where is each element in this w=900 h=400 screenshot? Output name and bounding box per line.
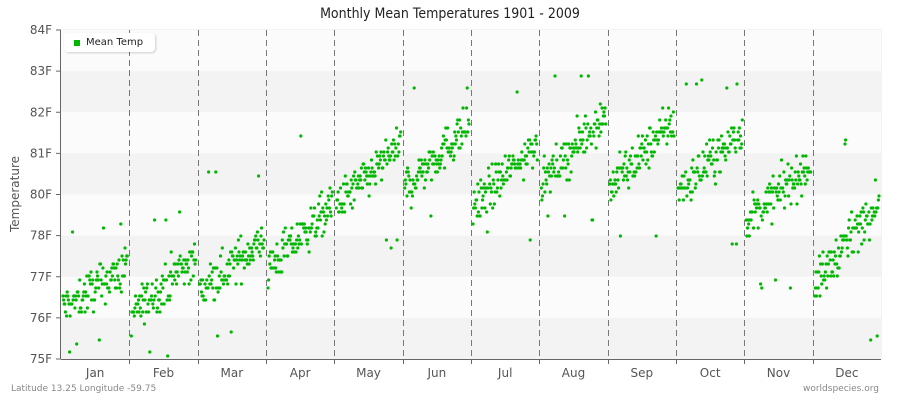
y-tick-label: 81F [30, 146, 52, 160]
y-tick-label: 83F [30, 64, 52, 78]
location-caption: Latitude 13.25 Longitude -59.75 [11, 384, 157, 394]
y-tick-label: 82F [30, 105, 52, 119]
legend-swatch-icon [74, 39, 80, 46]
month-separators [129, 30, 814, 359]
x-tick-label: Nov [767, 366, 790, 380]
y-tick-label: 84F [30, 23, 52, 37]
data-points [61, 74, 881, 358]
y-tick-label: 80F [30, 188, 52, 202]
y-axis-ticks: 84F 83F 82F 81F 80F 78F 77F 76F 75F [30, 23, 61, 366]
x-axis-ticks: Jan Feb Mar Apr May Jun Jul Aug Sep Oct Nov Dec [85, 359, 858, 380]
x-tick-label: Feb [153, 366, 174, 380]
x-tick-label: Aug [562, 366, 585, 380]
x-tick-label: Sep [631, 366, 654, 380]
y-tick-label: 76F [30, 311, 52, 325]
x-tick-label: Oct [700, 366, 721, 380]
legend-label: Mean Temp [86, 37, 144, 48]
source-caption: worldspecies.org [802, 384, 879, 394]
y-tick-label: 77F [30, 270, 52, 284]
y-tick-label: 75F [30, 352, 52, 366]
x-tick-label: Jul [497, 366, 512, 380]
chart-title: Monthly Mean Temperatures 1901 - 2009 [320, 6, 580, 22]
x-tick-label: Jun [426, 366, 446, 380]
legend[interactable]: Mean Temp [64, 33, 156, 52]
x-tick-label: Mar [221, 366, 244, 380]
x-tick-label: Apr [290, 366, 311, 380]
x-tick-label: May [356, 366, 381, 380]
y-axis-label: Temperature [8, 156, 22, 233]
x-tick-label: Jan [85, 366, 105, 380]
x-tick-label: Dec [835, 366, 858, 380]
y-tick-label: 78F [30, 229, 52, 243]
